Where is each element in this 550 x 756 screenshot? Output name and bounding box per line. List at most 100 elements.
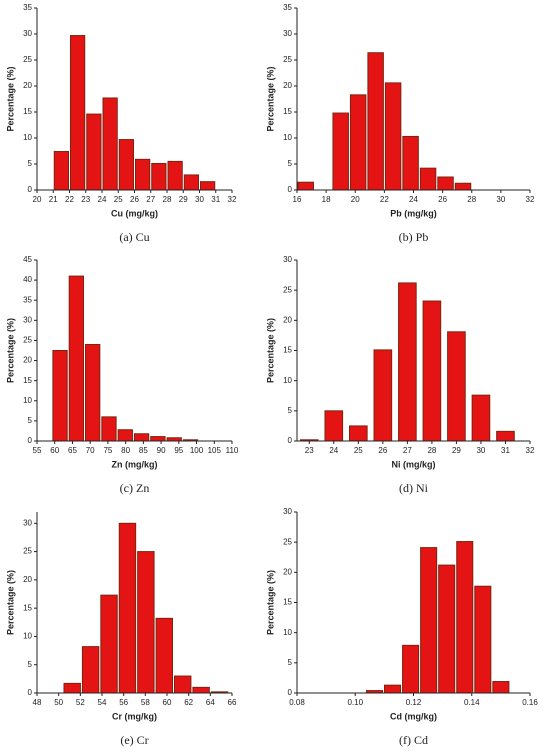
- bar: [150, 436, 166, 442]
- bar: [297, 181, 314, 191]
- x-tick-label: 56: [119, 698, 128, 707]
- x-tick-label: 0.08: [289, 698, 305, 707]
- panel: 0 5 10 15 20 25 30 23 24 25 26 27 28 29 30 31 32 Ni (mg/k…: [265, 255, 535, 495]
- bar: [456, 541, 474, 694]
- y-tick-label: 30: [283, 255, 292, 264]
- bar: [454, 182, 472, 191]
- x-tick-label: 0.10: [347, 698, 363, 707]
- y-tick-label: 25: [23, 336, 32, 345]
- y-axis-label: Percentage (%): [5, 570, 15, 635]
- x-tick-label: 80: [121, 446, 130, 455]
- x-tick-label: 30: [496, 195, 505, 204]
- x-tick-label: 26: [438, 195, 447, 204]
- y-tick-label: 10: [23, 632, 32, 641]
- y-tick-label: 35: [283, 3, 292, 12]
- x-tick-label: 23: [305, 446, 314, 455]
- x-tick-label: 26: [130, 195, 139, 204]
- y-tick-label: 5: [288, 658, 293, 667]
- y-tick-label: 20: [283, 567, 292, 576]
- bar: [471, 394, 491, 442]
- bar: [167, 160, 183, 191]
- x-tick-label: 29: [179, 195, 188, 204]
- x-tick-label: 64: [206, 698, 215, 707]
- x-tick-label: 20: [351, 195, 360, 204]
- bar: [402, 135, 419, 191]
- x-tick-label: 95: [174, 446, 183, 455]
- y-tick-label: 25: [283, 285, 292, 294]
- caption: (a) Cu: [119, 230, 149, 244]
- panel: 0 5 10 15 20 25 30 35 40 45 55 60 65 70 75 80 85 90 95 100 1…: [5, 255, 239, 495]
- y-axis-label: Percentage (%): [5, 66, 15, 131]
- y-tick-label: 0: [28, 436, 33, 445]
- bar: [437, 176, 454, 191]
- y-tick-label: 40: [23, 275, 32, 284]
- y-tick-label: 15: [283, 346, 292, 355]
- y-tick-label: 20: [23, 356, 32, 365]
- bar: [332, 112, 349, 191]
- x-tick-label: 75: [103, 446, 112, 455]
- bar: [324, 410, 344, 442]
- bar: [52, 350, 68, 442]
- x-tick-label: 21: [49, 195, 58, 204]
- bar: [174, 675, 192, 694]
- caption: (d) Ni: [399, 481, 429, 495]
- x-tick-label: 100: [190, 446, 204, 455]
- y-tick-label: 30: [283, 29, 292, 38]
- y-tick-label: 5: [28, 159, 33, 168]
- x-axis-label: Zn (mg/kg): [112, 459, 158, 469]
- x-tick-label: 28: [467, 195, 476, 204]
- bar: [133, 433, 150, 442]
- x-tick-label: 22: [65, 195, 74, 204]
- bar: [438, 564, 456, 694]
- bar: [135, 158, 151, 191]
- bar: [53, 151, 69, 191]
- y-tick-label: 0: [288, 436, 293, 445]
- bar: [118, 139, 134, 191]
- bar: [155, 617, 173, 694]
- y-tick-label: 5: [28, 416, 33, 425]
- bar: [101, 416, 117, 442]
- bar: [419, 167, 437, 191]
- x-tick-label: 23: [81, 195, 90, 204]
- panel: 0 5 10 15 20 25 30 35 16 18 20 22 24 26 28 30 32 Pb (mg/k…: [265, 3, 535, 244]
- y-tick-label: 5: [28, 660, 33, 669]
- bar: [200, 181, 216, 191]
- panel: 0 5 10 15 20 25 30 35 20 21 22 23 24 25 26 27 28 29 30 31 32…: [5, 3, 237, 244]
- y-tick-label: 0: [28, 185, 33, 194]
- y-tick-label: 5: [288, 159, 293, 168]
- bar: [492, 681, 510, 694]
- bar: [137, 551, 155, 694]
- x-tick-label: 31: [211, 195, 220, 204]
- y-tick-label: 20: [283, 315, 292, 324]
- x-tick-label: 27: [403, 446, 412, 455]
- bar: [100, 594, 118, 694]
- x-tick-label: 22: [380, 195, 389, 204]
- y-tick-label: 10: [23, 396, 32, 405]
- bar: [117, 429, 133, 442]
- x-axis-label: Cr (mg/kg): [112, 711, 157, 721]
- y-tick-label: 30: [23, 315, 32, 324]
- y-tick-label: 35: [23, 295, 32, 304]
- x-tick-label: 30: [195, 195, 204, 204]
- y-tick-label: 15: [23, 603, 32, 612]
- x-tick-label: 32: [526, 446, 535, 455]
- y-tick-label: 25: [23, 547, 32, 556]
- bar: [68, 275, 85, 442]
- x-tick-label: 24: [409, 195, 418, 204]
- bar: [63, 682, 81, 694]
- y-tick-label: 30: [23, 518, 32, 527]
- x-tick-label: 60: [163, 698, 172, 707]
- bar: [192, 686, 210, 694]
- x-tick-label: 24: [329, 446, 338, 455]
- bar: [474, 585, 492, 694]
- x-tick-label: 26: [378, 446, 387, 455]
- y-tick-label: 0: [28, 688, 33, 697]
- y-axis-label: Percentage (%): [265, 66, 275, 131]
- x-axis-label: Pb (mg/kg): [390, 208, 437, 218]
- y-tick-label: 15: [23, 376, 32, 385]
- x-tick-label: 58: [141, 698, 150, 707]
- y-tick-label: 10: [283, 376, 292, 385]
- x-tick-label: 29: [452, 446, 461, 455]
- x-tick-label: 18: [322, 195, 331, 204]
